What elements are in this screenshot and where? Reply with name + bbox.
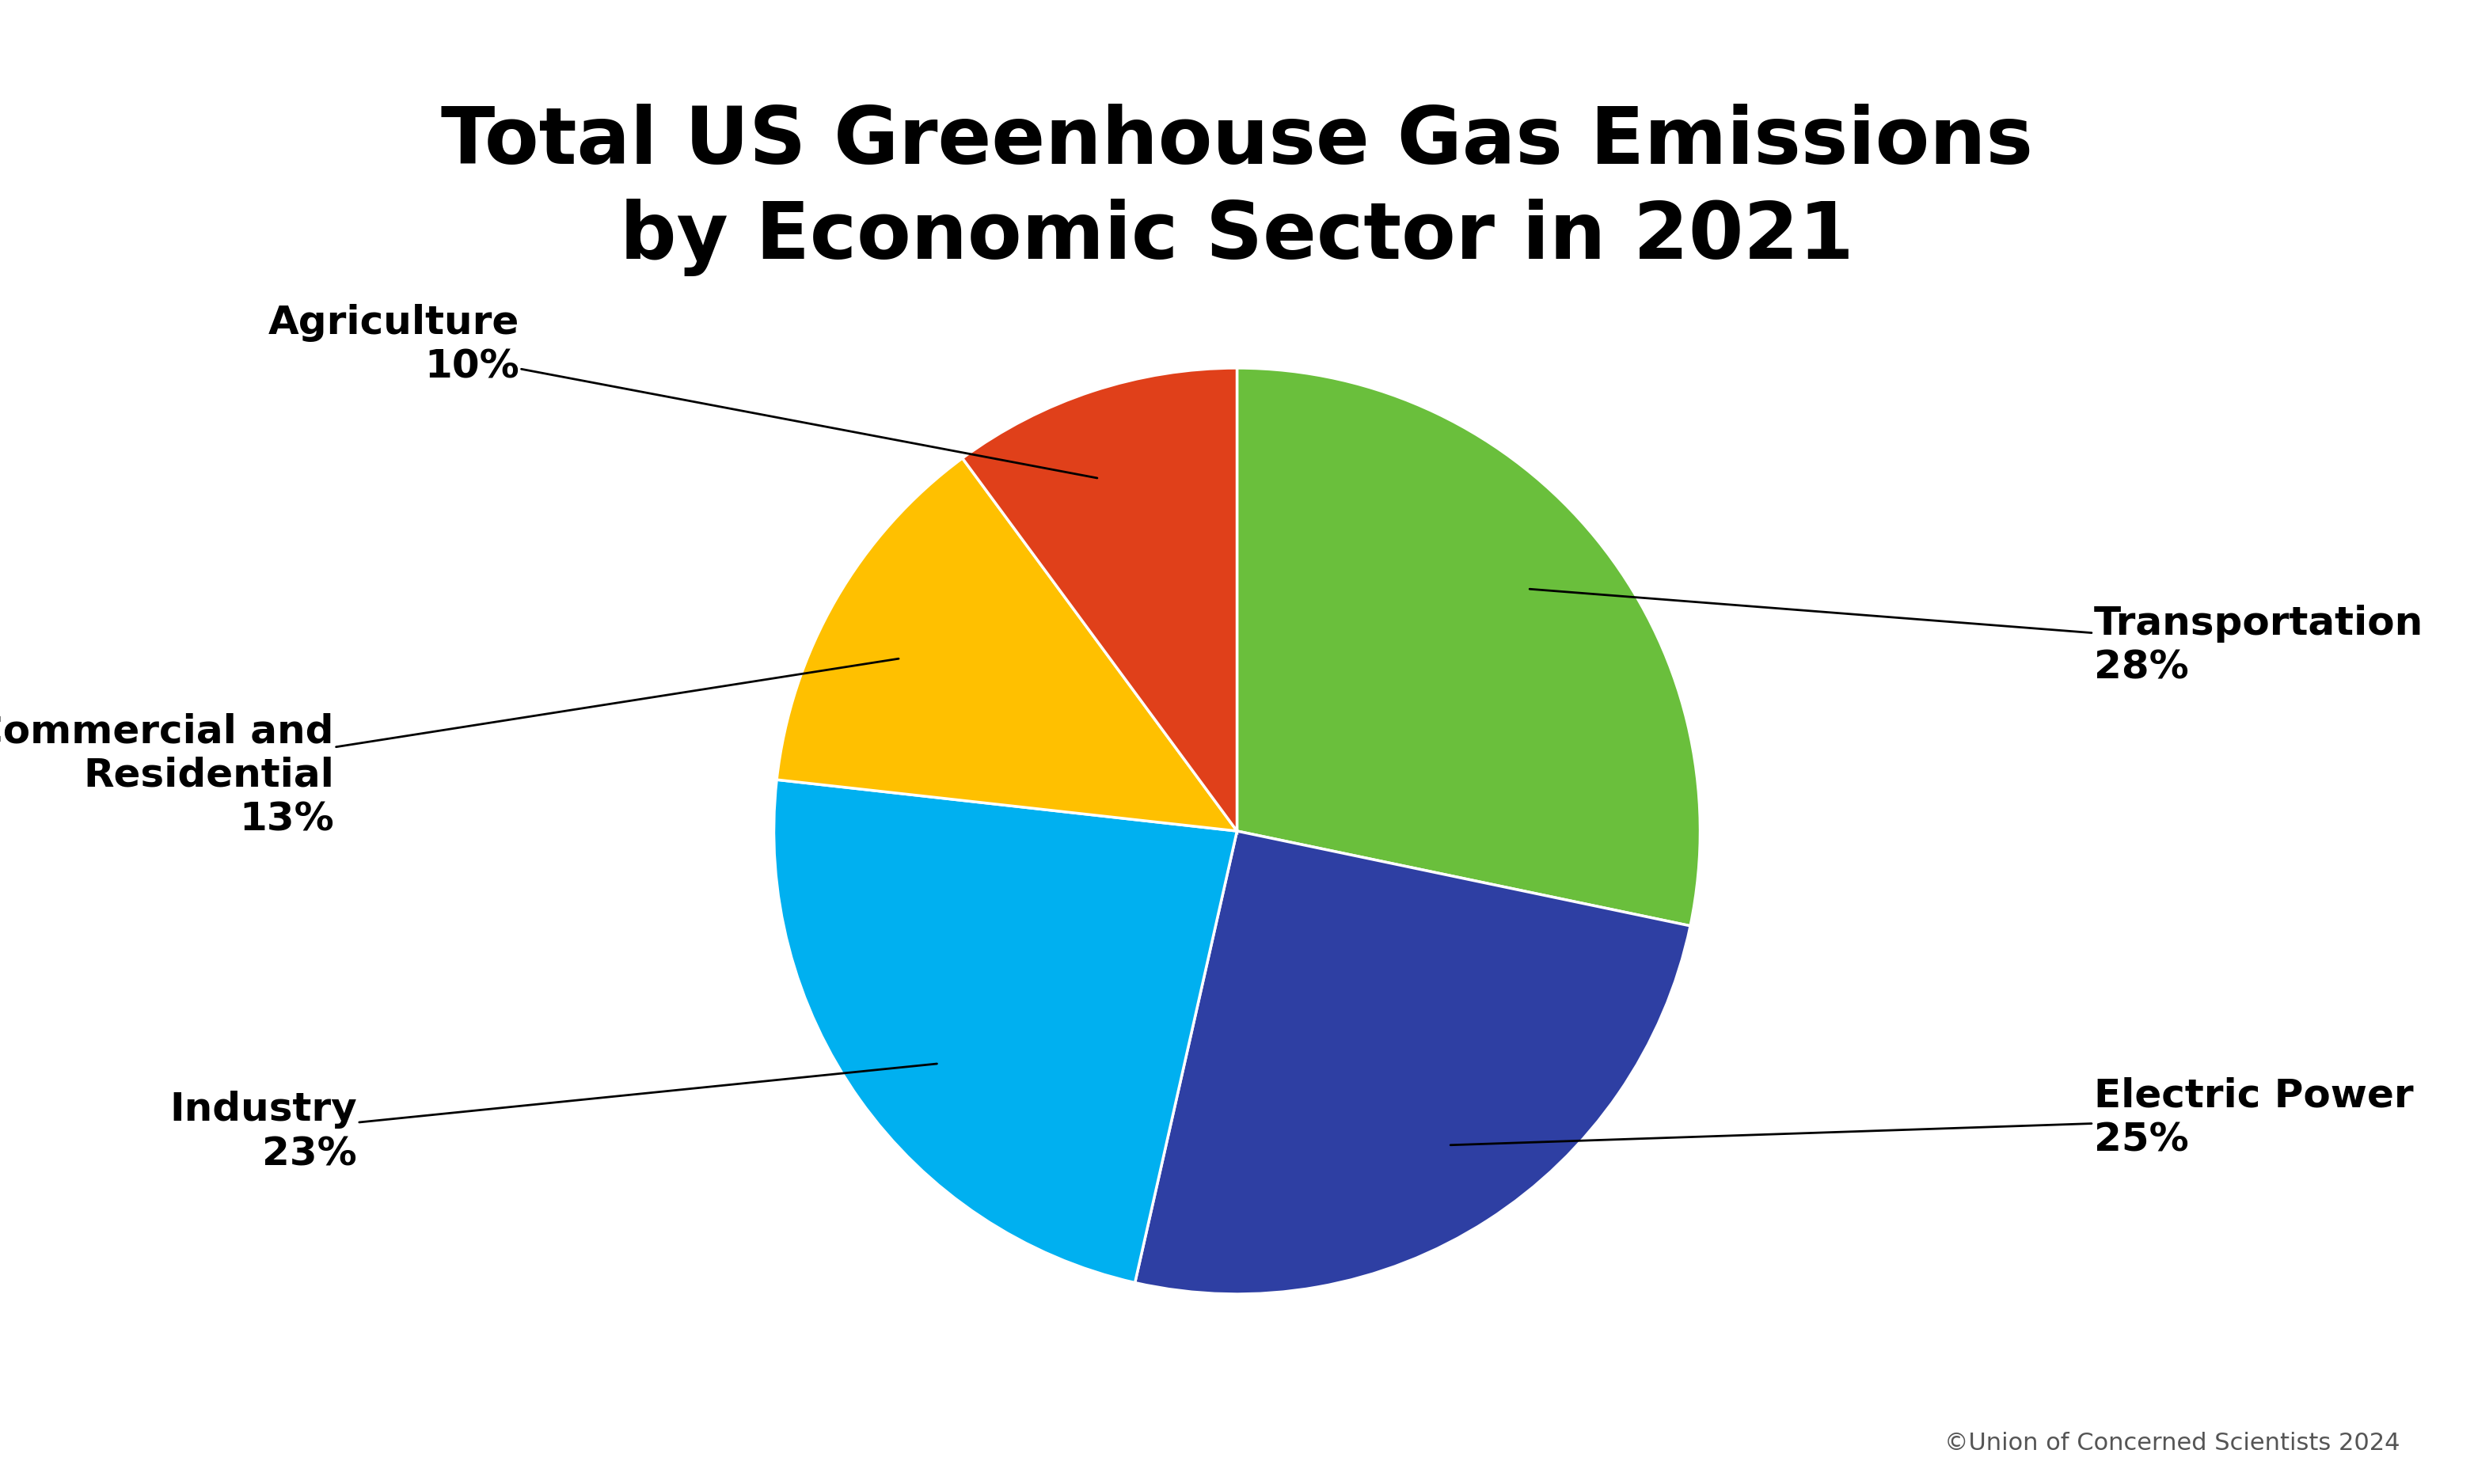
Text: Transportation
28%: Transportation 28% [1529,589,2425,687]
Text: Electric Power
25%: Electric Power 25% [1450,1077,2412,1159]
Text: Agriculture
10%: Agriculture 10% [267,304,1096,478]
Text: Total US Greenhouse Gas Emissions
by Economic Sector in 2021: Total US Greenhouse Gas Emissions by Eco… [440,104,2034,276]
Text: Commercial and
Residential
13%: Commercial and Residential 13% [0,659,898,838]
Text: Industry
23%: Industry 23% [171,1064,938,1172]
Wedge shape [777,459,1237,831]
Wedge shape [1136,831,1690,1294]
Text: ©Union of Concerned Scientists 2024: ©Union of Concerned Scientists 2024 [1945,1432,2400,1454]
Wedge shape [962,368,1237,831]
Wedge shape [774,779,1237,1282]
Wedge shape [1237,368,1700,926]
